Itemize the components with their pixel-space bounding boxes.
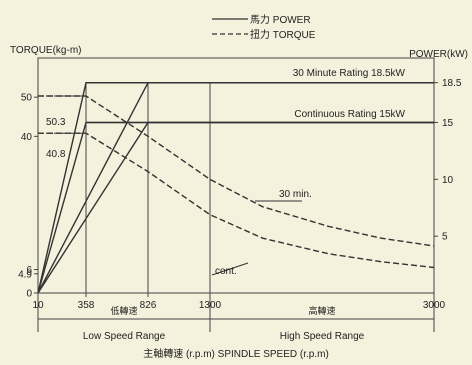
legend: 馬力 POWER 扭力 TORQUE <box>212 13 316 41</box>
left-axis-title: TORQUE(kg-m) <box>10 45 81 56</box>
low-speed-cn-label: 低轉速 <box>110 305 137 316</box>
legend-power-label: 馬力 POWER <box>250 13 311 26</box>
annotation-cont: cont. <box>215 266 237 277</box>
series-line-2 <box>37 81 434 294</box>
annotation-continuous-rating: Continuous Rating 15kW <box>294 109 405 120</box>
annotation-torque-50-3: 50.3 <box>46 117 66 128</box>
right-tick-label: 18.5 <box>442 78 462 89</box>
speed-range-band: 低轉速 高轉速 Low Speed Range High Speed Range <box>37 293 435 342</box>
series-line-5 <box>38 95 435 247</box>
series-line-6 <box>38 132 435 269</box>
right-tick-label: 10 <box>442 175 454 186</box>
left-tick-label: 0 <box>26 289 32 300</box>
right-axis-title: POWER(kW) <box>409 49 468 60</box>
plot-frame <box>37 57 435 294</box>
x-tick-label: 826 <box>140 300 157 311</box>
left-tick-label: 40 <box>21 132 33 143</box>
series-group <box>37 81 435 294</box>
high-speed-cn-label: 高轉速 <box>308 305 335 316</box>
annotation-30-minute-rating: 30 Minute Rating 18.5kW <box>293 68 406 79</box>
low-speed-range-label: Low Speed Range <box>83 331 166 342</box>
legend-torque-label: 扭力 TORQUE <box>250 28 316 41</box>
high-speed-range-label: High Speed Range <box>280 331 365 342</box>
series-line-4 <box>37 121 434 294</box>
right-tick-label: 5 <box>442 232 448 243</box>
annotation-torque-40-8: 40.8 <box>46 149 66 160</box>
x-tick-label: 358 <box>78 300 95 311</box>
x-axis-title: 主軸轉速 (r.p.m) SPINDLE SPEED (r.p.m) <box>143 347 329 360</box>
right-tick-label: 15 <box>442 118 454 129</box>
annotation-30-min: 30 min. <box>279 189 312 200</box>
leader-cont <box>211 262 249 276</box>
speed-gridlines <box>85 82 211 293</box>
left-tick-label: 50 <box>21 93 33 104</box>
left-tick-label: 4.9 <box>18 269 32 280</box>
left-tick-label: 6 <box>26 265 32 276</box>
